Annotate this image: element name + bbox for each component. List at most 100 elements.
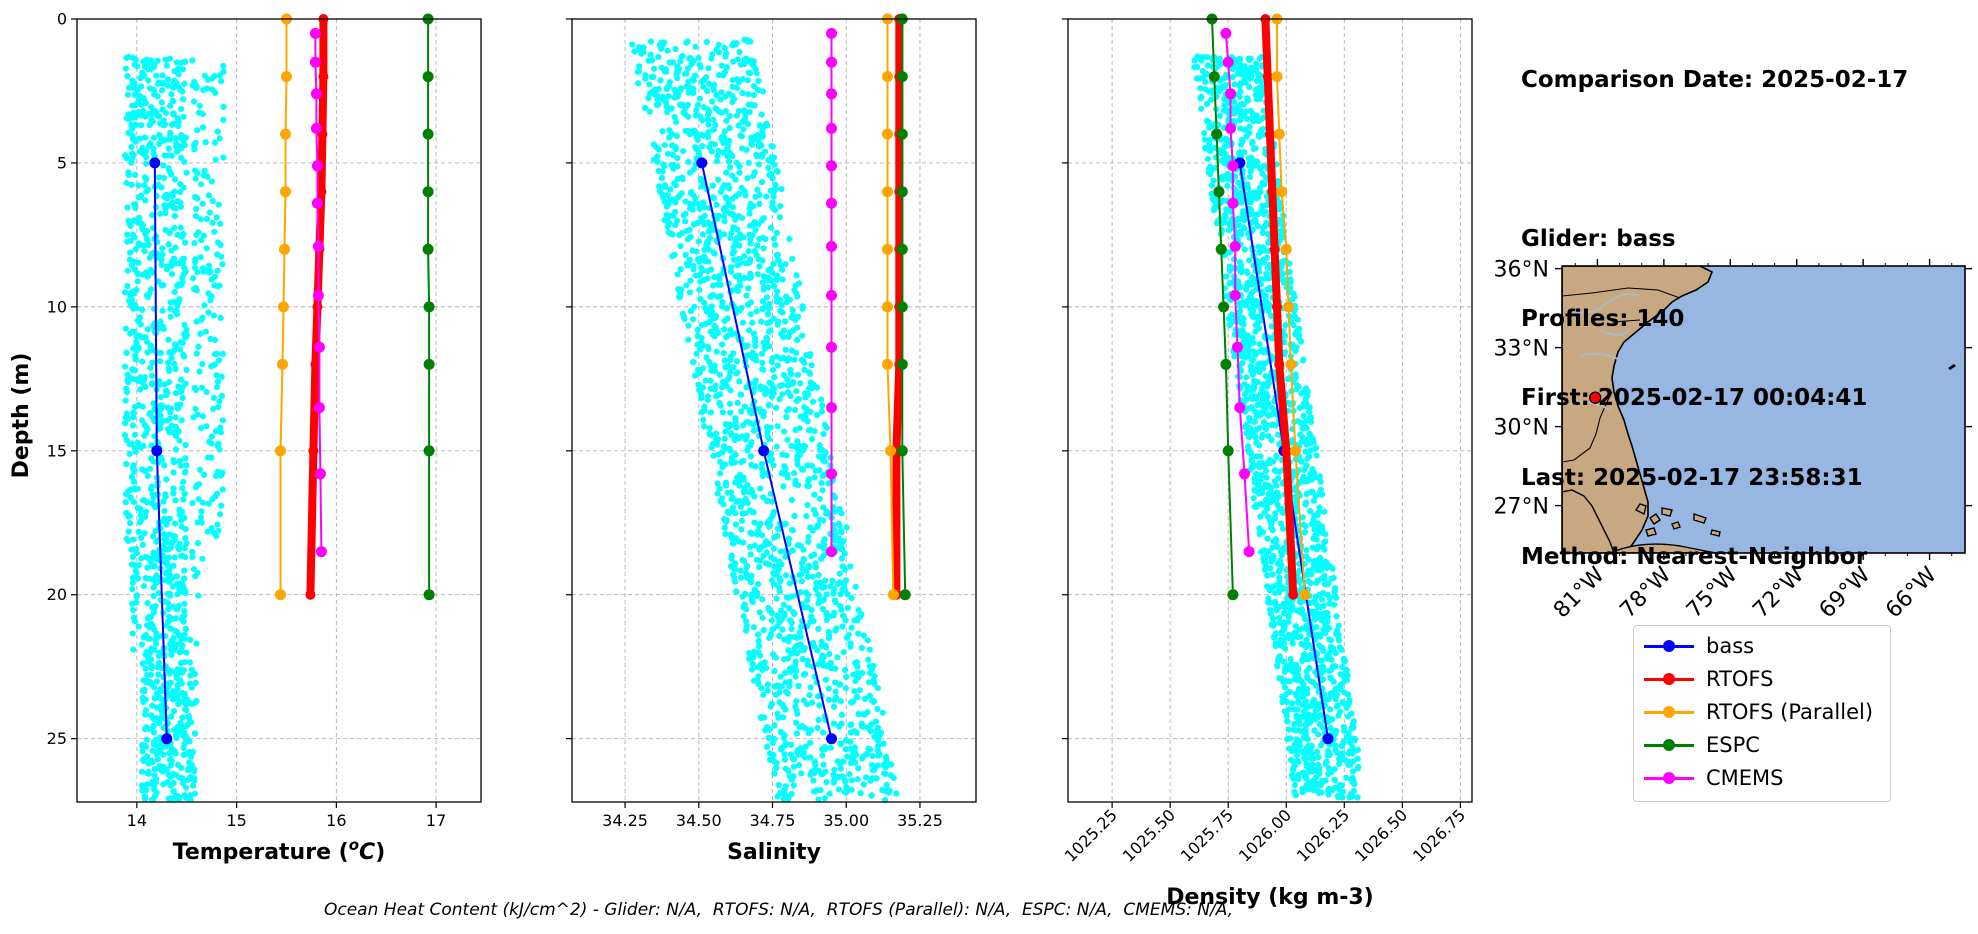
scatter-point bbox=[124, 283, 131, 290]
scatter-point bbox=[1237, 141, 1244, 148]
scatter-point bbox=[797, 641, 804, 648]
scatter-point bbox=[787, 366, 794, 374]
scatter-point bbox=[143, 269, 150, 276]
scatter-point bbox=[133, 338, 140, 345]
scatter-point bbox=[1204, 155, 1212, 162]
scatter-point bbox=[765, 604, 772, 611]
scatter-point bbox=[760, 366, 767, 373]
scatter-point bbox=[789, 307, 796, 314]
scatter-point bbox=[767, 424, 774, 431]
scatter-point bbox=[139, 306, 146, 313]
scatter-point bbox=[804, 573, 811, 580]
scatter-point bbox=[727, 409, 734, 416]
scatter-point bbox=[808, 613, 815, 620]
scatter-point bbox=[747, 579, 755, 586]
scatter-point bbox=[172, 750, 179, 757]
scatter-point bbox=[791, 470, 798, 477]
scatter-point bbox=[717, 188, 725, 195]
scatter-point bbox=[1299, 425, 1306, 432]
scatter-point bbox=[160, 751, 167, 758]
scatter-point bbox=[669, 253, 676, 260]
scatter-point bbox=[793, 388, 800, 395]
scatter-point bbox=[696, 205, 704, 212]
scatter-point bbox=[193, 350, 200, 357]
scatter-point bbox=[1321, 508, 1328, 515]
scatter-point bbox=[798, 465, 805, 472]
scatter-point bbox=[830, 590, 837, 597]
scatter-point bbox=[1254, 211, 1261, 218]
scatter-point bbox=[840, 538, 847, 545]
scatter-point bbox=[778, 746, 785, 753]
scatter-point bbox=[153, 715, 160, 722]
scatter-point bbox=[778, 301, 785, 309]
scatter-point bbox=[1272, 510, 1279, 517]
scatter-point bbox=[175, 281, 182, 288]
scatter-point bbox=[192, 679, 199, 686]
scatter-point bbox=[182, 625, 189, 633]
scatter-point bbox=[730, 212, 737, 219]
scatter-point bbox=[823, 779, 830, 786]
scatter-point bbox=[724, 376, 732, 383]
scatter-point bbox=[717, 470, 724, 477]
scatter-point bbox=[816, 597, 823, 604]
scatter-point bbox=[682, 218, 689, 225]
scatter-point bbox=[717, 292, 724, 300]
scatter-point bbox=[741, 253, 748, 260]
scatter-point bbox=[740, 603, 747, 611]
scatter-point bbox=[872, 718, 880, 725]
scatter-point bbox=[1290, 634, 1297, 641]
scatter-point bbox=[186, 748, 193, 756]
scatter-point bbox=[211, 228, 218, 235]
scatter-point bbox=[1327, 667, 1334, 674]
scatter-point bbox=[142, 665, 149, 672]
scatter-point bbox=[794, 710, 801, 717]
scatter-point bbox=[721, 218, 728, 225]
scatter-point bbox=[812, 564, 820, 571]
scatter-point bbox=[748, 572, 755, 579]
scatter-point bbox=[773, 760, 780, 767]
scatter-point bbox=[214, 468, 222, 475]
scatter-point bbox=[148, 665, 155, 672]
scatter-point bbox=[143, 188, 150, 195]
scatter-point bbox=[799, 565, 806, 572]
scatter-point bbox=[708, 303, 716, 310]
scatter-point bbox=[1244, 269, 1251, 276]
scatter-point bbox=[737, 391, 744, 398]
scatter-point bbox=[782, 572, 790, 579]
scatter-point bbox=[128, 143, 135, 151]
scatter-point bbox=[709, 98, 716, 105]
scatter-point bbox=[768, 158, 775, 165]
series-point-rtofs-parallel bbox=[275, 445, 286, 457]
scatter-point bbox=[164, 517, 171, 524]
scatter-point bbox=[847, 643, 854, 650]
scatter-point bbox=[139, 69, 146, 76]
scatter-point bbox=[703, 220, 710, 227]
scatter-point bbox=[823, 510, 830, 517]
scatter-point bbox=[152, 528, 159, 535]
scatter-point bbox=[754, 271, 762, 278]
scatter-point bbox=[1260, 211, 1267, 218]
scatter-point bbox=[694, 256, 702, 263]
scatter-point bbox=[837, 603, 844, 610]
scatter-point bbox=[1332, 777, 1339, 784]
scatter-point bbox=[667, 186, 674, 193]
scatter-point bbox=[782, 742, 789, 749]
scatter-point bbox=[744, 418, 751, 425]
scatter-point bbox=[750, 92, 758, 99]
scatter-point bbox=[843, 789, 850, 796]
scatter-point bbox=[1240, 101, 1247, 108]
scatter-point bbox=[742, 55, 750, 62]
scatter-point bbox=[766, 634, 773, 642]
scatter-point bbox=[684, 236, 691, 243]
scatter-point bbox=[174, 302, 181, 310]
scatter-point bbox=[776, 575, 783, 582]
scatter-point bbox=[1325, 791, 1332, 798]
scatter-point bbox=[208, 293, 215, 300]
scatter-point bbox=[712, 441, 719, 448]
scatter-point bbox=[758, 111, 765, 118]
scatter-point bbox=[837, 527, 845, 535]
scatter-point bbox=[131, 561, 138, 569]
scatter-point bbox=[1257, 513, 1264, 520]
scatter-point bbox=[738, 526, 745, 533]
scatter-point bbox=[184, 696, 191, 704]
